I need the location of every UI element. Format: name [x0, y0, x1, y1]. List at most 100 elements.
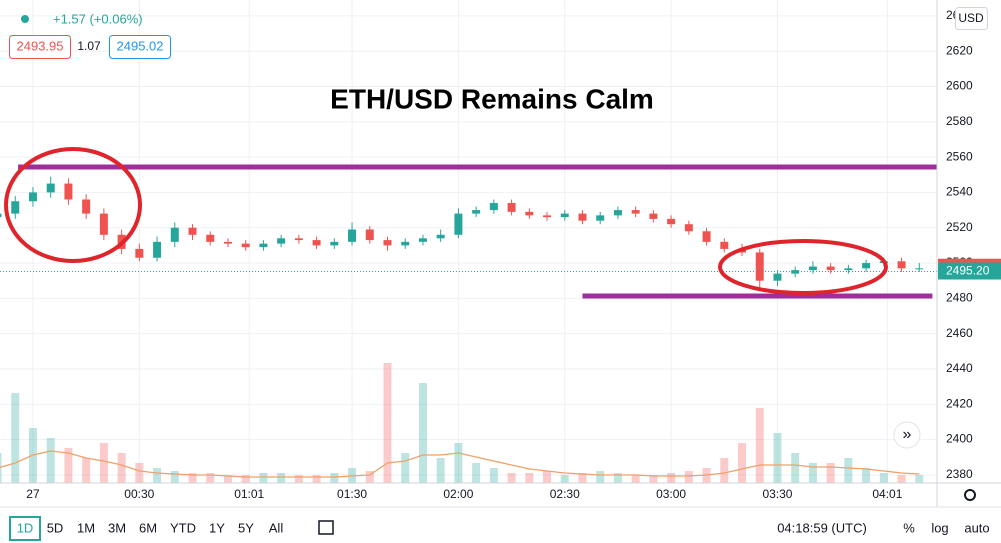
volume-bar: [206, 473, 215, 483]
calendar-icon[interactable]: [318, 520, 334, 535]
x-tick-label: 01:01: [234, 487, 264, 501]
volume-bar: [684, 471, 693, 483]
y-tick-label: 2560: [946, 149, 973, 163]
volume-bar: [259, 473, 268, 483]
volume-bar: [862, 468, 871, 483]
candle-body: [46, 183, 55, 193]
volume-bar: [153, 468, 162, 483]
scroll-button[interactable]: [893, 421, 921, 449]
volume-bar: [897, 475, 906, 483]
scale-option[interactable]: %: [903, 520, 915, 535]
candle-body: [596, 215, 605, 221]
range-button[interactable]: 5D: [47, 520, 64, 535]
volume-bar: [436, 458, 445, 483]
candle-body: [454, 213, 463, 235]
clock: 04:18:59 (UTC): [777, 520, 867, 535]
range-button[interactable]: 5Y: [238, 520, 254, 535]
y-tick-label: 2380: [946, 467, 973, 481]
candle-body: [223, 241, 232, 244]
candle-body: [507, 203, 516, 212]
candle-body: [277, 238, 286, 244]
volume-bar: [170, 471, 179, 483]
candle-body: [667, 218, 676, 225]
settings-icon[interactable]: [964, 489, 976, 501]
sell-price[interactable]: 2493.95: [17, 38, 64, 53]
volume-bar: [808, 463, 817, 483]
volume-bar: [241, 475, 250, 483]
y-tick-label: 2520: [946, 220, 973, 234]
volume-bar: [99, 443, 108, 483]
range-button[interactable]: YTD: [170, 520, 196, 535]
bid-price: 2495.20: [946, 264, 990, 278]
volume-bar: [879, 473, 888, 483]
volume-bar: [472, 463, 481, 483]
currency[interactable]: USD: [958, 11, 984, 25]
volume-bar: [365, 471, 374, 483]
spread: 1.07: [77, 39, 101, 53]
volume-bar: [489, 468, 498, 483]
x-tick-label: 04:01: [872, 487, 902, 501]
currency-box[interactable]: [955, 7, 988, 30]
volume-bar: [64, 448, 73, 483]
candle-body: [188, 227, 197, 235]
y-tick-label: 2460: [946, 326, 973, 340]
buy-price[interactable]: 2495.02: [117, 38, 164, 53]
x-tick-label: 01:30: [337, 487, 367, 501]
candle-body: [401, 241, 410, 246]
volume-bar: [773, 433, 782, 483]
volume-bar: [560, 475, 569, 483]
candle-body: [915, 268, 924, 270]
sell-box[interactable]: [9, 35, 71, 59]
buy-box[interactable]: [109, 35, 171, 59]
volume-bar: [312, 475, 321, 483]
volume-bar: [11, 393, 20, 483]
volume-bar: [46, 438, 55, 483]
scroll-icon[interactable]: »: [903, 426, 912, 443]
candle-body: [259, 243, 268, 248]
volume-pane: [0, 363, 924, 483]
range-button[interactable]: 6M: [139, 520, 157, 535]
x-tick-label: 03:00: [656, 487, 686, 501]
y-tick-label: 2540: [946, 185, 973, 199]
volume-bar: [613, 473, 622, 483]
x-tick-label: 02:30: [550, 487, 580, 501]
range-button[interactable]: All: [269, 520, 284, 535]
volume-bar: [631, 475, 640, 483]
y-tick-label: 2420: [946, 396, 973, 410]
candle-body: [153, 241, 162, 258]
candle-body: [826, 266, 835, 271]
volume-bar: [135, 463, 144, 483]
scale-option[interactable]: log: [931, 520, 948, 535]
candle-body: [418, 238, 427, 242]
range-button[interactable]: 1Y: [209, 520, 225, 535]
x-tick-label: 03:30: [762, 487, 792, 501]
volume-bar: [223, 475, 232, 483]
candle-body: [135, 248, 144, 258]
chart-title: ETH/USD Remains Calm: [330, 83, 654, 114]
volume-bar: [117, 453, 126, 483]
candle-body: [613, 210, 622, 216]
x-tick-label: 02:00: [443, 487, 473, 501]
highlight-ellipse: [718, 239, 888, 295]
candle-body: [489, 203, 498, 211]
volume-bar: [82, 458, 91, 483]
y-tick-label: 2480: [946, 291, 973, 305]
candle-body: [525, 211, 534, 216]
candle-body: [755, 252, 764, 281]
candle-body: [436, 234, 445, 239]
candle-body: [11, 201, 20, 214]
candle-body: [844, 268, 853, 271]
range-button[interactable]: 3M: [108, 520, 126, 535]
range-button[interactable]: 1D: [17, 520, 34, 535]
x-tick-label: 00:30: [124, 487, 154, 501]
price-pane: [0, 164, 937, 299]
range-button[interactable]: 1M: [77, 520, 95, 535]
candle-body: [348, 229, 357, 242]
volume-bar: [649, 475, 658, 483]
volume-bar: [454, 443, 463, 483]
scale-option[interactable]: auto: [964, 520, 989, 535]
highlight-ellipse: [4, 147, 142, 263]
x-tick-label: 27: [26, 487, 40, 501]
volume-bar: [294, 475, 303, 483]
candle-body: [472, 210, 481, 214]
